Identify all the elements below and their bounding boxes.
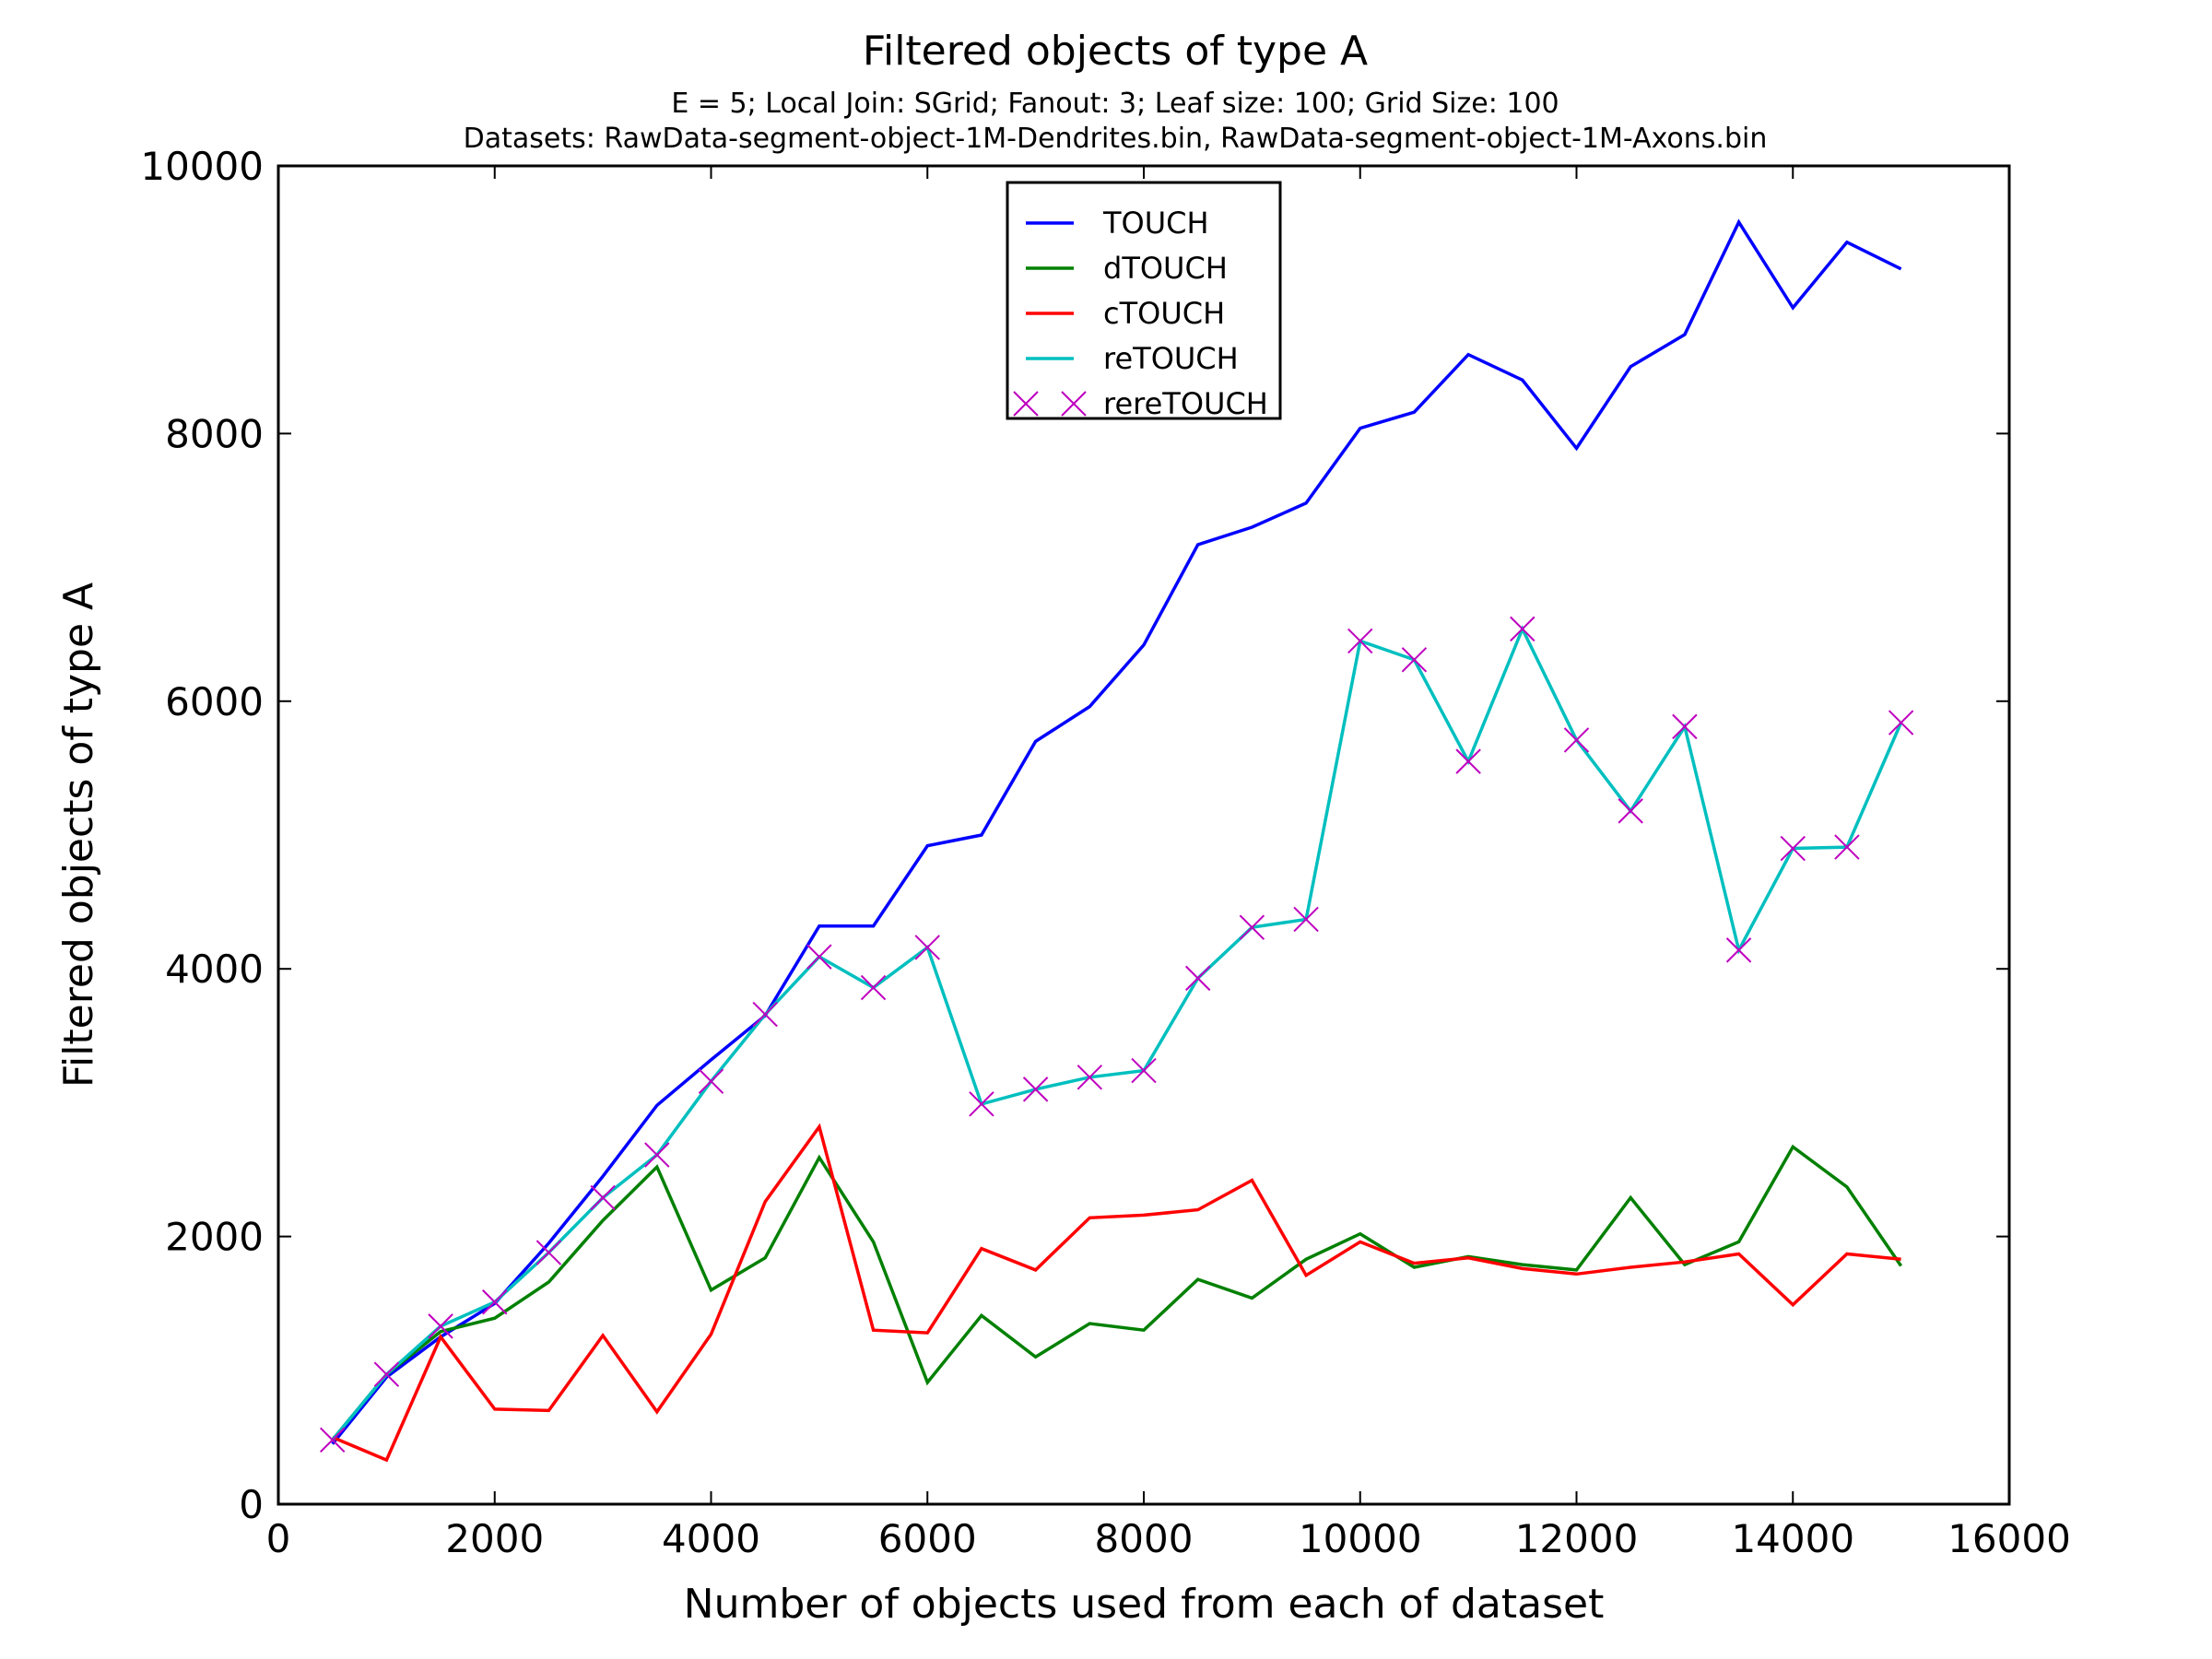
data-point-x-marker <box>1184 965 1211 992</box>
x-tick-label: 8000 <box>1095 1516 1194 1561</box>
x-tick-label: 16000 <box>1947 1516 2071 1561</box>
legend: TOUCH dTOUCH cTOUCH reTOUCH rereTOUCH <box>1006 181 1282 421</box>
data-point-x-marker <box>1780 835 1806 862</box>
y-tick-label: 4000 <box>165 947 264 992</box>
x-tick-label: 6000 <box>878 1516 977 1561</box>
data-point-x-marker <box>698 1068 724 1094</box>
y-tick-label: 6000 <box>165 679 264 724</box>
legend-label-touch: TOUCH <box>1102 206 1209 241</box>
data-point-x-marker <box>1013 391 1039 417</box>
data-point-x-marker <box>806 944 832 970</box>
data-point-x-marker <box>914 935 940 960</box>
data-point-x-marker <box>1131 1057 1157 1084</box>
series-line-dtouch <box>331 1144 1903 1441</box>
data-point-x-marker <box>1725 937 1752 963</box>
legend-label-retouch: reTOUCH <box>1103 341 1239 376</box>
data-point-x-marker <box>969 1091 994 1117</box>
x-axis-label: Number of objects used from each of data… <box>684 1581 1605 1628</box>
data-point-x-marker <box>1061 391 1087 417</box>
series-line-ctouch <box>332 1123 1901 1463</box>
x-tick-label: 10000 <box>1299 1516 1422 1561</box>
x-tick-label: 2000 <box>445 1516 544 1561</box>
data-point-x-marker <box>590 1184 616 1211</box>
legend-label-ctouch: cTOUCH <box>1103 296 1225 331</box>
y-tick-label: 0 <box>239 1482 264 1527</box>
series-line-retouch <box>331 625 1903 1441</box>
data-point-x-marker <box>1510 616 1535 642</box>
data-point-x-marker <box>1834 834 1860 860</box>
data-point-x-marker <box>1401 647 1428 673</box>
data-point-x-marker <box>373 1361 400 1387</box>
y-axis-label: Filtered objects of type A <box>55 582 102 1088</box>
data-point-x-marker <box>1888 710 1914 735</box>
x-tick-label: 12000 <box>1515 1516 1639 1561</box>
data-point-x-marker <box>1293 906 1319 933</box>
y-tick-label: 8000 <box>165 411 264 456</box>
data-point-x-marker <box>1455 748 1481 774</box>
axis-ticks: 0 2000 4000 6000 8000 10000 12000 14000 16000 0 20… <box>140 144 2070 1561</box>
data-point-x-marker <box>1618 798 1643 824</box>
data-point-x-marker <box>644 1142 670 1168</box>
x-tick-label: 14000 <box>1731 1516 1854 1561</box>
x-tick-label: 0 <box>266 1516 291 1561</box>
legend-swatch-reretouch <box>1013 391 1087 417</box>
data-point-x-marker <box>1022 1077 1049 1102</box>
y-tick-label: 2000 <box>165 1215 264 1260</box>
chart-title: Filtered objects of type A <box>863 28 1368 75</box>
data-point-x-marker <box>482 1289 508 1315</box>
y-tick-label: 10000 <box>140 144 264 189</box>
x-tick-label: 4000 <box>662 1516 760 1561</box>
legend-label-dtouch: dTOUCH <box>1103 251 1228 286</box>
plot-frame <box>276 164 2011 1506</box>
series-layer <box>319 218 1914 1463</box>
data-point-x-marker <box>428 1313 453 1339</box>
data-point-x-marker <box>1347 628 1373 654</box>
data-point-x-marker <box>752 1001 778 1028</box>
series-markers-reretouch <box>319 616 1914 1453</box>
data-point-x-marker <box>1239 914 1265 940</box>
data-point-x-marker <box>319 1427 346 1453</box>
chart-subtitle-line-1: E = 5; Local Join: SGrid; Fanout: 3; Lea… <box>671 88 1559 120</box>
legend-label-reretouch: rereTOUCH <box>1103 386 1268 421</box>
chart-subtitle-line-2: Datasets: RawData-segment-object-1M-Dend… <box>464 123 1768 155</box>
data-point-x-marker <box>1077 1065 1103 1090</box>
data-point-x-marker <box>535 1240 562 1265</box>
data-point-x-marker <box>1672 713 1698 740</box>
data-point-x-marker <box>1563 727 1590 753</box>
data-point-x-marker <box>860 974 887 1001</box>
